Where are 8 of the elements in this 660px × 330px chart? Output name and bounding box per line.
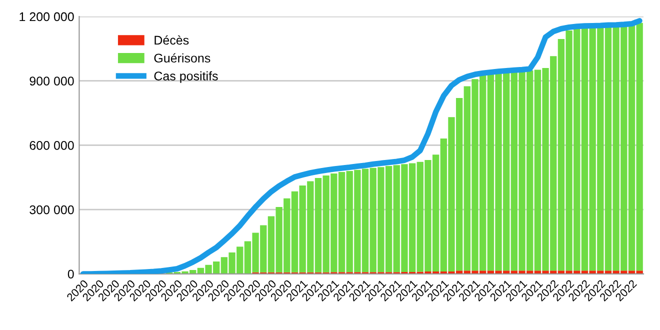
y-tick-label: 1 200 000 [20,12,74,22]
y-tick-label: 900 000 [30,76,74,86]
legend-label: Décès [154,35,189,45]
y-tick-label: 0 [68,270,74,279]
y-tick-label: 300 000 [30,205,74,214]
y-tick-label: 600 000 [30,141,74,150]
legend-label: Guérisons [154,53,210,63]
legend-label: Cas positifs [154,71,218,83]
